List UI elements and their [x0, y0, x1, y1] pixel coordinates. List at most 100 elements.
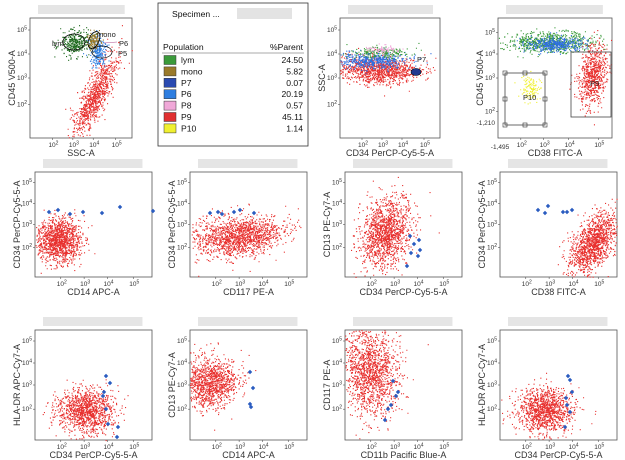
gate-mono [87, 31, 101, 49]
x-tick-label: 103 [378, 141, 388, 150]
blast-marker [564, 402, 570, 408]
gate-handle [542, 70, 548, 76]
x-tick-label: 103 [80, 443, 90, 452]
blast-marker [101, 389, 107, 395]
y-axis-label: CD13 PE-Cy7-A [322, 192, 332, 258]
y-tick-label: 102 [17, 100, 27, 109]
gate-p10 [504, 72, 546, 126]
blast-marker [219, 211, 225, 217]
blurred-title [353, 159, 453, 168]
blast-marker [103, 373, 109, 379]
blurred-title [38, 5, 125, 14]
data-point-cloud [65, 25, 133, 139]
y-axis-label: HLA-DR APC-Cy7-A [12, 344, 22, 426]
y-axis-label: CD34 PerCP-Cy5-5-A [12, 180, 22, 268]
plot-p1: 102 103 104 105 105 104 103 102 SSC-A CD45 V500-A… [7, 5, 133, 158]
blurred-title [353, 317, 453, 326]
legend-swatch [163, 89, 177, 99]
data-point-cloud [191, 203, 302, 277]
x-tick-label: 103 [390, 443, 400, 452]
blast-marker [247, 369, 253, 375]
x-axis-label: CD34 PerCP-Cy5-5-A [514, 450, 602, 460]
blurred-title [508, 317, 608, 326]
x-tick-label: 104 [89, 141, 99, 150]
blurred-title [198, 317, 298, 326]
blast-marker [393, 393, 399, 399]
y-tick-label: 105 [487, 178, 497, 187]
x-tick-label: 104 [569, 443, 579, 452]
y-tick-label: 103 [177, 220, 187, 229]
y-tick-label: 103 [487, 220, 497, 229]
blast-marker [46, 209, 52, 215]
table-row-name: lym [181, 55, 194, 65]
data-point-cloud [190, 342, 257, 431]
x-tick-label: 105 [439, 280, 449, 289]
blast-marker [563, 395, 569, 401]
blast-marker [117, 204, 123, 210]
y-tick-label: 105 [17, 26, 27, 35]
blurred-specimen-id [237, 8, 292, 19]
y-tick-label: 103 [22, 381, 32, 390]
data-point-cloud [86, 29, 104, 53]
y-tick-label: 104 [487, 359, 497, 368]
blast-marker [150, 208, 156, 214]
x-axis-label: CD34 PerCP-Cy5-5-A [346, 148, 434, 158]
y-axis-label: CD34 PerCP-Cy5-5-A [477, 180, 487, 268]
x-tick-label: 104 [104, 280, 114, 289]
x-tick-label: 103 [545, 443, 555, 452]
x-tick-label: 102 [358, 141, 368, 150]
plot-frame [499, 329, 618, 441]
legend-swatch [163, 112, 177, 122]
x-tick-label: 104 [565, 141, 575, 150]
data-point-cloud [345, 330, 429, 440]
y-axis-label: HLA-DR APC-Cy7-A [477, 344, 487, 426]
table-row-value: 24.50 [281, 55, 303, 65]
y-tick-label: 103 [485, 74, 495, 83]
blast-marker [388, 402, 394, 408]
data-point-cloud [365, 43, 404, 56]
x-tick-label: 103 [235, 280, 245, 289]
blurred-title [198, 159, 298, 168]
y-tick-label: 102 [487, 243, 497, 252]
x-axis-label: CD34 PerCP-Cy5-5-A [49, 450, 137, 460]
x-tick-label: 104 [259, 280, 269, 289]
x-tick-label: 105 [439, 443, 449, 452]
blast-marker [114, 434, 120, 440]
x-axis-label: CD38 FITC-A [531, 287, 586, 297]
table-row-value: 0.57 [286, 101, 303, 111]
y-tick-label: 102 [332, 243, 342, 252]
blast-marker [390, 378, 396, 384]
y-tick-label: 105 [332, 178, 342, 187]
blast-marker [545, 203, 551, 209]
table-row-value: 0.07 [286, 78, 303, 88]
blast-marker [560, 209, 566, 215]
x-tick-label: 105 [594, 141, 604, 150]
blurred-title [508, 159, 608, 168]
legend-swatch [163, 100, 177, 111]
y-tick-label: 102 [485, 107, 495, 116]
y-tick-label: 104 [22, 359, 32, 368]
y-tick-label: 104 [485, 50, 495, 59]
x-tick-label: 105 [284, 280, 294, 289]
table-title: Specimen ... [172, 9, 220, 19]
data-point-cloud [501, 372, 597, 440]
blurred-title [43, 317, 143, 326]
y-tick-label: 105 [487, 337, 497, 346]
y-tick-label: 104 [177, 199, 187, 208]
blast-marker [67, 211, 73, 217]
table-row-name: P8 [181, 101, 192, 111]
blast-marker [248, 404, 254, 410]
x-axis-label: CD117 PE-A [223, 287, 274, 297]
y-tick-label: 103 [177, 381, 187, 390]
data-point-cloud [83, 30, 110, 69]
legend-swatch [163, 123, 177, 134]
x-axis-label: CD11b Pacific Blue-A [361, 450, 447, 460]
